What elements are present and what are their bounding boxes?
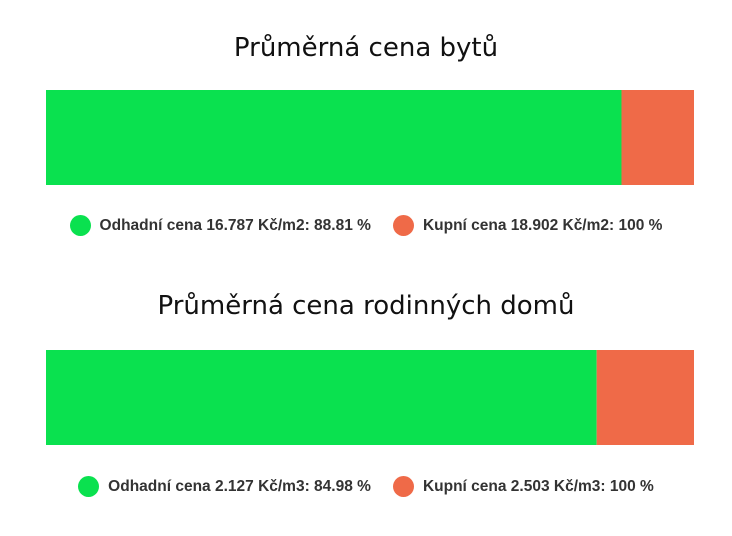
bar-segment-estimated[interactable]	[46, 350, 597, 445]
legend-label: Odhadní cena 2.127 Kč/m3: 84.98 %	[108, 477, 371, 495]
bar-segment-estimated[interactable]	[46, 90, 622, 185]
chart-title: Průměrná cena rodinných domů	[157, 291, 575, 321]
legend-dot-icon	[392, 476, 414, 497]
legend-item-estimated[interactable]: Odhadní cena 2.127 Kč/m3: 84.98 %	[78, 476, 371, 497]
legend-item-estimated[interactable]: Odhadní cena 16.787 Kč/m2: 88.81 %	[69, 215, 371, 236]
legend-item-purchase[interactable]: Kupní cena 2.503 Kč/m3: 100 %	[392, 476, 654, 497]
legend-dot-icon	[392, 215, 414, 236]
legend-dot-icon	[78, 476, 100, 497]
bar-plot	[46, 90, 694, 185]
bar-segment-purchase[interactable]	[621, 90, 694, 185]
legend: Odhadní cena 2.127 Kč/m3: 84.98 % Kupní …	[0, 476, 732, 497]
legend-item-purchase[interactable]: Kupní cena 18.902 Kč/m2: 100 %	[392, 215, 663, 236]
legend-dot-icon	[69, 215, 91, 236]
bar-segment-purchase[interactable]	[596, 350, 694, 445]
legend-label: Kupní cena 2.503 Kč/m3: 100 %	[422, 477, 654, 495]
legend: Odhadní cena 16.787 Kč/m2: 88.81 % Kupní…	[0, 215, 732, 236]
bar-plot	[46, 350, 694, 445]
legend-label: Odhadní cena 16.787 Kč/m2: 88.81 %	[99, 216, 371, 234]
legend-label: Kupní cena 18.902 Kč/m2: 100 %	[422, 216, 663, 234]
chart-title: Průměrná cena bytů	[233, 33, 499, 63]
